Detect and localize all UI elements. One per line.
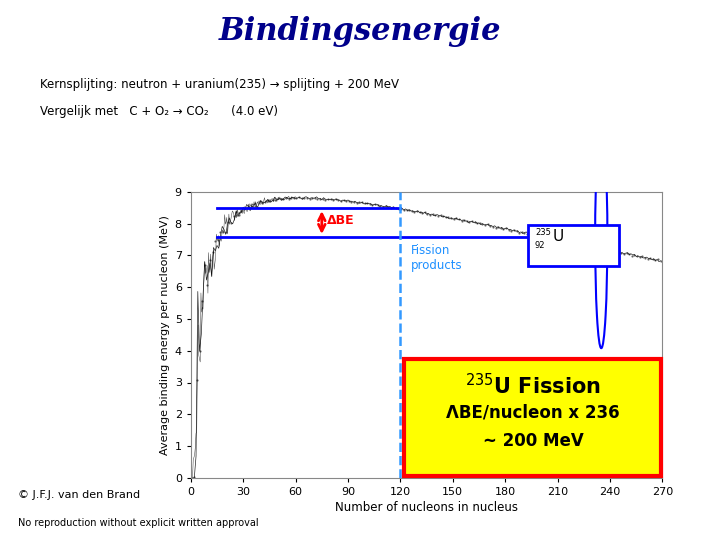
- Text: Vergelijk met   C + O₂ → CO₂      (4.0 eV): Vergelijk met C + O₂ → CO₂ (4.0 eV): [40, 105, 278, 118]
- Text: ΔBE: ΔBE: [327, 214, 355, 227]
- Bar: [404, 359, 661, 476]
- Text: $^{235}$U Fission: $^{235}$U Fission: [465, 373, 601, 398]
- Text: © J.F.J. van den Brand: © J.F.J. van den Brand: [18, 489, 140, 500]
- Text: Bindingsenergie: Bindingsenergie: [219, 16, 501, 47]
- Text: Fission
products: Fission products: [411, 244, 462, 272]
- Text: No reproduction without explicit written approval: No reproduction without explicit written…: [18, 518, 258, 528]
- Text: ΛBE/nucleon x 236: ΛBE/nucleon x 236: [446, 403, 620, 421]
- Text: Kernsplijting: neutron + uranium(235) → splijting + 200 MeV: Kernsplijting: neutron + uranium(235) → …: [40, 78, 399, 91]
- Text: 92: 92: [535, 241, 545, 250]
- Text: U: U: [552, 229, 564, 244]
- Text: ~ 200 MeV: ~ 200 MeV: [483, 432, 583, 450]
- Bar: [528, 225, 618, 266]
- Y-axis label: Average binding energy per nucleon (MeV): Average binding energy per nucleon (MeV): [161, 215, 171, 455]
- X-axis label: Number of nucleons in nucleus: Number of nucleons in nucleus: [335, 501, 518, 514]
- Text: 235: 235: [535, 228, 551, 237]
